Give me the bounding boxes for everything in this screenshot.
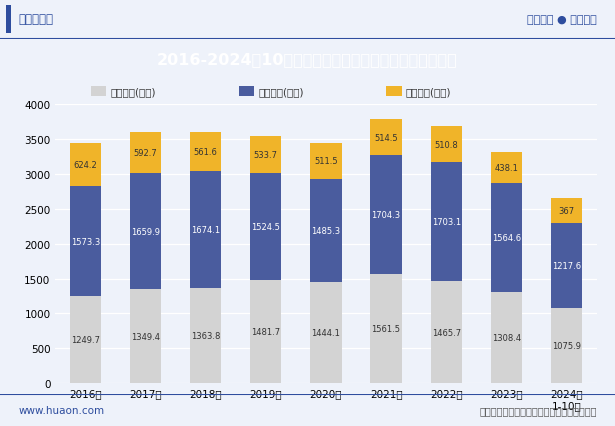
Bar bbox=[69, 187, 101, 296]
Bar bbox=[190, 288, 221, 383]
Text: 1444.1: 1444.1 bbox=[312, 328, 340, 337]
Text: 专业严谨 ● 客观科学: 专业严谨 ● 客观科学 bbox=[527, 15, 597, 25]
Bar bbox=[370, 120, 402, 156]
Bar bbox=[430, 281, 462, 383]
Text: 367: 367 bbox=[558, 206, 574, 216]
Bar bbox=[250, 174, 282, 280]
Text: 511.5: 511.5 bbox=[314, 157, 338, 166]
Text: 1573.3: 1573.3 bbox=[71, 237, 100, 246]
Text: 1485.3: 1485.3 bbox=[311, 227, 341, 236]
Text: 2016-2024年10月四川省工业企业销售、管理及财务费用: 2016-2024年10月四川省工业企业销售、管理及财务费用 bbox=[157, 52, 458, 67]
Text: 1465.7: 1465.7 bbox=[432, 328, 461, 337]
Bar bbox=[551, 198, 582, 224]
Bar bbox=[6, 6, 11, 34]
Bar bbox=[130, 289, 161, 383]
Bar bbox=[311, 144, 341, 179]
Text: 510.8: 510.8 bbox=[434, 141, 458, 150]
Text: 数据来源：国家统计局；华经产业研究院整理: 数据来源：国家统计局；华经产业研究院整理 bbox=[479, 405, 597, 415]
Text: 1217.6: 1217.6 bbox=[552, 262, 581, 271]
Bar bbox=[130, 174, 161, 289]
Text: 438.1: 438.1 bbox=[494, 164, 518, 173]
Bar bbox=[91, 87, 106, 97]
Text: 592.7: 592.7 bbox=[133, 149, 157, 158]
Bar bbox=[430, 127, 462, 163]
Bar bbox=[250, 280, 282, 383]
Bar bbox=[491, 153, 522, 183]
Text: 514.5: 514.5 bbox=[375, 133, 398, 143]
Text: 1659.9: 1659.9 bbox=[131, 227, 160, 236]
Text: 624.2: 624.2 bbox=[74, 161, 97, 170]
Bar bbox=[430, 163, 462, 281]
Bar bbox=[370, 275, 402, 383]
Bar bbox=[311, 283, 341, 383]
Bar bbox=[239, 87, 254, 97]
Text: 1703.1: 1703.1 bbox=[432, 218, 461, 227]
Bar bbox=[69, 143, 101, 187]
Bar bbox=[130, 132, 161, 174]
Text: 1075.9: 1075.9 bbox=[552, 342, 581, 351]
Bar bbox=[551, 224, 582, 308]
Text: 1674.1: 1674.1 bbox=[191, 226, 220, 235]
Bar bbox=[311, 179, 341, 283]
Text: 1249.7: 1249.7 bbox=[71, 335, 100, 344]
Text: 管理费用(亿元): 管理费用(亿元) bbox=[258, 87, 304, 97]
Text: 1308.4: 1308.4 bbox=[492, 333, 521, 343]
Text: 1561.5: 1561.5 bbox=[371, 325, 400, 334]
Bar bbox=[491, 183, 522, 292]
Text: 1704.3: 1704.3 bbox=[371, 211, 400, 220]
Bar bbox=[250, 137, 282, 174]
Bar bbox=[69, 296, 101, 383]
Bar bbox=[386, 87, 402, 97]
Text: 1363.8: 1363.8 bbox=[191, 331, 220, 340]
Text: 561.6: 561.6 bbox=[194, 148, 218, 157]
Text: 1564.6: 1564.6 bbox=[492, 233, 521, 242]
Bar bbox=[491, 292, 522, 383]
Text: 1524.5: 1524.5 bbox=[252, 223, 280, 232]
Text: 财务费用(亿元): 财务费用(亿元) bbox=[406, 87, 451, 97]
Bar bbox=[190, 172, 221, 288]
Bar bbox=[551, 308, 582, 383]
Bar bbox=[190, 132, 221, 172]
Text: 1481.7: 1481.7 bbox=[252, 327, 280, 336]
Text: 533.7: 533.7 bbox=[254, 151, 278, 160]
Bar bbox=[370, 156, 402, 275]
Text: 华经情报网: 华经情报网 bbox=[18, 13, 54, 26]
Text: 1349.4: 1349.4 bbox=[131, 332, 160, 341]
Text: www.huaon.com: www.huaon.com bbox=[18, 405, 105, 415]
Text: 销售费用(亿元): 销售费用(亿元) bbox=[111, 87, 156, 97]
